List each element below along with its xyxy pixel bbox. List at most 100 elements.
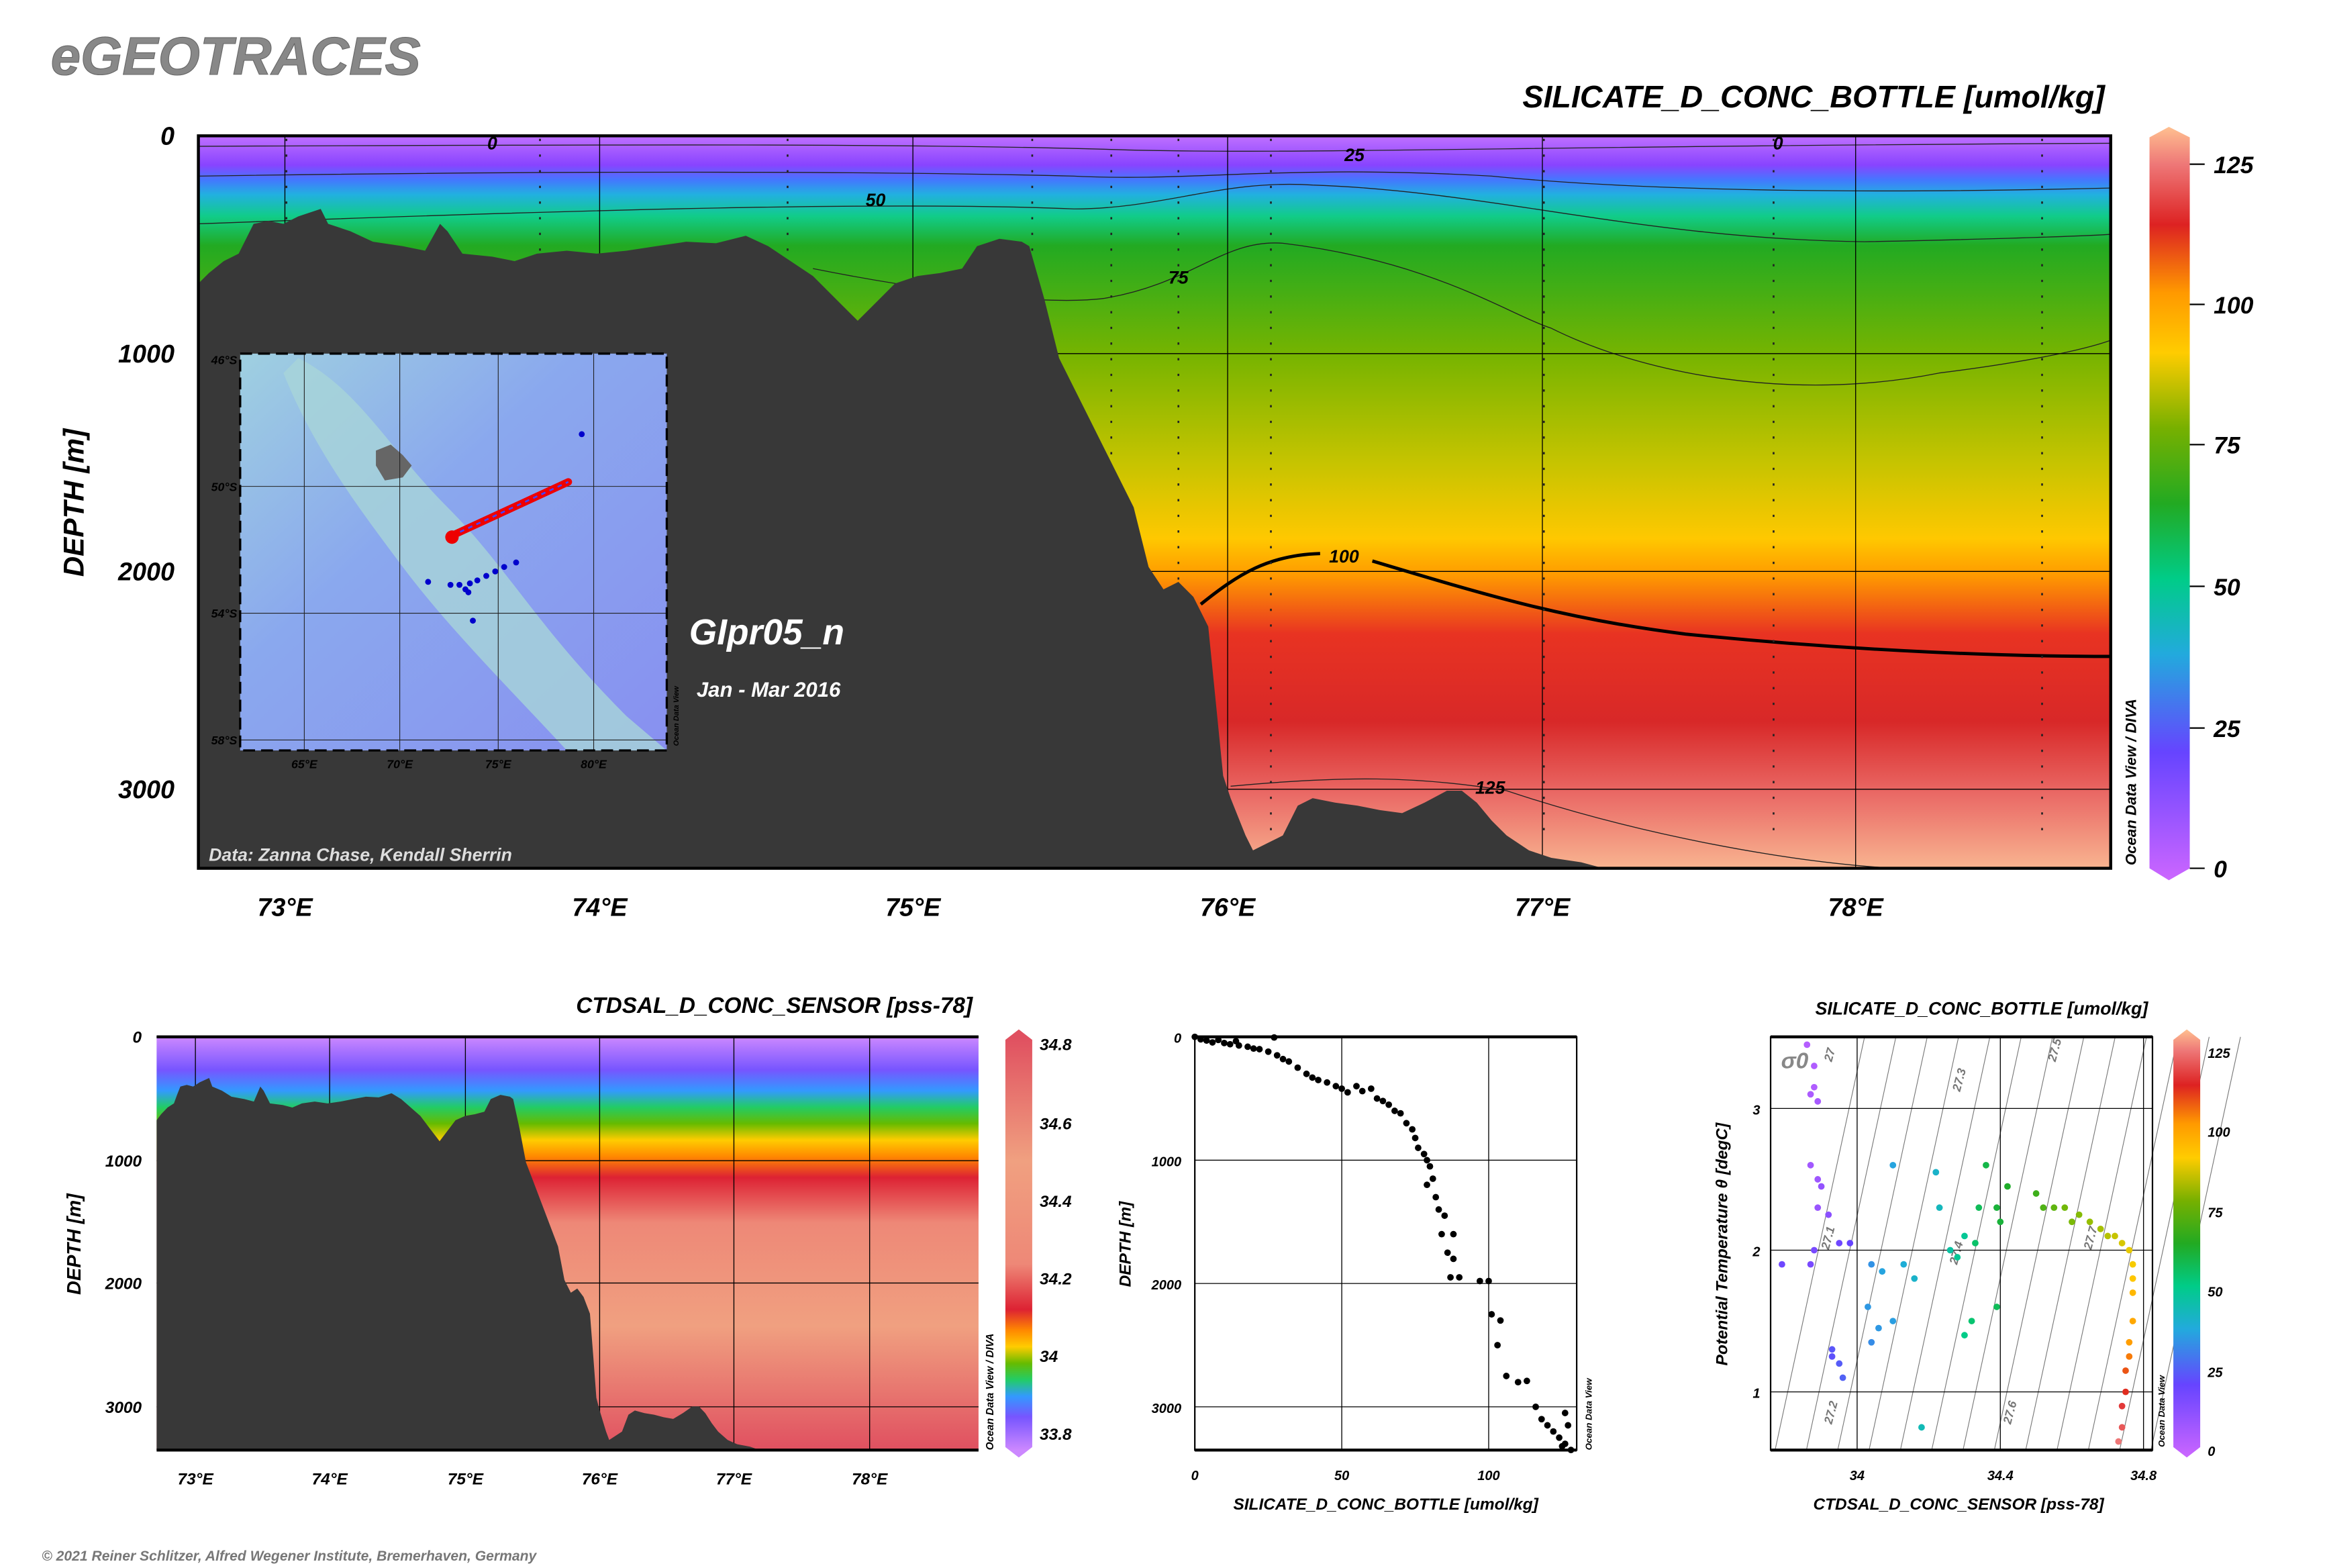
contour-label: 25 [1344,145,1365,165]
data-point [1803,1041,1811,1048]
colorbar-label: 33.8 [1040,1426,1072,1444]
data-point [1779,1261,1785,1268]
isopycnal-label: 27 [1821,1046,1838,1063]
x-tick-label: 34 [1850,1469,1865,1483]
colorbar-label: 25 [2207,1365,2223,1380]
data-point [1532,1403,1539,1410]
contour-label: 50 [866,190,886,210]
start-station [445,530,459,544]
data-point [1814,1097,1822,1105]
colorbar-label: 75 [2214,432,2241,459]
data-point [2126,1338,2133,1346]
data-point [1488,1311,1495,1318]
colorbar-label: 34.4 [1040,1193,1072,1211]
x-tick-label: 76°E [1200,894,1256,922]
data-point [1993,1204,2000,1212]
data-point [1550,1428,1557,1435]
data-point [1497,1317,1504,1324]
copyright: © 2021 Reiner Schlitzer, Alfred Wegener … [42,1549,537,1564]
x-tick-label: 0 [1191,1469,1199,1483]
other-stations [425,431,585,624]
inset-map[interactable]: 46°S 50°S 54°S 58°S 65°E 70°E 75°E 80°E … [211,352,681,771]
data-point [1332,1083,1340,1090]
map-lon-label: 80°E [581,758,607,771]
y-tick-label: 1000 [1152,1155,1182,1169]
isopycnal-line [2087,1036,2179,1451]
isopycnal-label: 27.2 [1821,1400,1840,1426]
isopycnal-line [1869,1036,1959,1451]
x-tick-label: 77°E [716,1470,752,1488]
colorbar-label: 100 [2208,1126,2230,1140]
data-point [1367,1085,1375,1092]
isopycnal-label: 27.7 [2081,1224,2100,1252]
y-tick-label: 2000 [117,558,175,587]
map-lat-label: 50°S [211,480,238,493]
data-point [2126,1246,2133,1254]
y-tick-label: 3000 [1152,1402,1182,1416]
data-point [1503,1373,1510,1379]
y-axis-label: DEPTH [m] [58,428,89,577]
map-lat-label: 46°S [211,353,238,366]
silicate-colorbar [2149,127,2190,881]
data-point [1485,1277,1492,1285]
data-point [1836,1240,1843,1246]
data-point [1412,1134,1419,1142]
isopycnal-label: 27.1 [1818,1225,1838,1252]
data-point [1868,1338,1875,1346]
y-axis-label: DEPTH [m] [64,1193,85,1295]
x-tick-label: 75°E [448,1470,484,1488]
data-point [1438,1230,1445,1238]
data-point [1911,1275,1918,1282]
x-axis-label: SILICATE_D_CONC_BOTTLE [umol/kg] [1233,1496,1538,1514]
data-point [1565,1422,1572,1429]
y-tick-label: 1 [1752,1387,1760,1402]
data-point [2097,1225,2104,1232]
isopycnal-line [1899,1036,1991,1451]
data-point [1420,1150,1428,1158]
colorbar-label: 0 [2208,1444,2215,1459]
colorbar-label: 125 [2214,152,2255,179]
map-lon-label: 70°E [387,758,413,771]
contour-100 [1199,552,2111,658]
data-point [2069,1218,2075,1226]
data-point [1450,1230,1457,1238]
data-point [1429,1175,1436,1182]
y-tick-label: 2000 [105,1275,142,1293]
data-point [1997,1218,2004,1226]
data-point [1889,1161,1897,1169]
odv-watermark: Ocean Data View / DIVA [985,1334,996,1451]
data-point [1315,1077,1322,1083]
map-watermark: Ocean Data View [673,685,681,746]
data-point [1294,1064,1301,1071]
data-point [1918,1424,1925,1431]
data-point [1972,1240,1979,1246]
ts-colorbar [2173,1029,2201,1458]
data-point [1441,1212,1448,1219]
data-point [1415,1144,1422,1151]
colorbar-label: 125 [2208,1046,2230,1061]
odv-watermark: Ocean Data View [1583,1377,1593,1451]
data-point [1936,1204,1943,1212]
data-point [1946,1246,1954,1254]
data-point [1353,1083,1360,1090]
egeotraces-logo: eGEOTRACES [51,26,421,86]
data-point [2032,1190,2040,1197]
contour-label: 0 [1773,133,1783,153]
colorbar-label: 25 [2213,716,2241,742]
data-point [1235,1042,1242,1049]
data-point [1811,1063,1818,1069]
data-point [1807,1261,1814,1268]
plot-frame [197,134,2112,870]
data-point [1338,1085,1345,1092]
data-point [2129,1318,2136,1324]
track-stations [451,481,569,537]
y-tick-label: 2 [1752,1244,1760,1259]
data-point [1279,1055,1287,1063]
colorbar-label: 34.2 [1040,1271,1072,1289]
data-point [1209,1039,1216,1046]
data-point [1265,1048,1272,1055]
data-point [1828,1346,1836,1353]
cruise-label: GIpr05_n [689,613,844,652]
x-tick-label: 34.4 [1987,1469,2014,1483]
odv-watermark: Ocean Data View / DIVA [2123,699,2140,865]
